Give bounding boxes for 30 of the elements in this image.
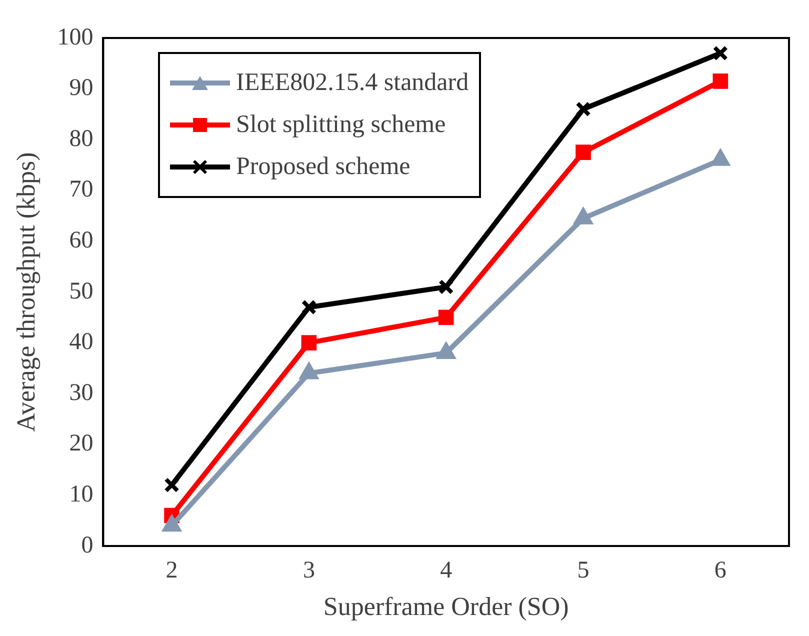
point xyxy=(438,310,454,326)
y-tick-label: 70 xyxy=(69,176,94,203)
point xyxy=(301,300,317,315)
point xyxy=(712,74,728,89)
y-tick-label: 80 xyxy=(69,126,94,152)
y-tick-label: 90 xyxy=(69,75,94,102)
point xyxy=(301,335,317,350)
legend-label: IEEE802.15.4 standard xyxy=(236,69,469,97)
y-axis-title: Average throughput (kbps) xyxy=(11,152,40,432)
x-axis-title: Superframe Order (SO) xyxy=(323,592,569,622)
y-tick-label: 20 xyxy=(69,430,94,457)
y-tick-label: 30 xyxy=(69,380,94,406)
y-tick-label: 0 xyxy=(81,532,94,558)
x-tick-label: 6 xyxy=(714,558,726,584)
point xyxy=(712,46,728,61)
y-tick-label: 100 xyxy=(57,24,94,50)
x-tick-label: 3 xyxy=(302,558,315,584)
legend-label: Slot splitting scheme xyxy=(236,111,446,139)
x-tick-label: 5 xyxy=(577,558,590,584)
y-tick-label: 60 xyxy=(69,227,94,254)
y-tick-label: 10 xyxy=(69,481,94,508)
point xyxy=(438,279,454,295)
point xyxy=(576,101,591,117)
point xyxy=(164,477,180,493)
legend-label: Proposed scheme xyxy=(236,153,410,181)
x-tick-label: 2 xyxy=(166,558,178,584)
point xyxy=(576,144,591,160)
y-tick-label: 50 xyxy=(69,278,94,304)
y-tick-label: 40 xyxy=(69,329,94,356)
x-tick-label: 4 xyxy=(440,558,452,584)
